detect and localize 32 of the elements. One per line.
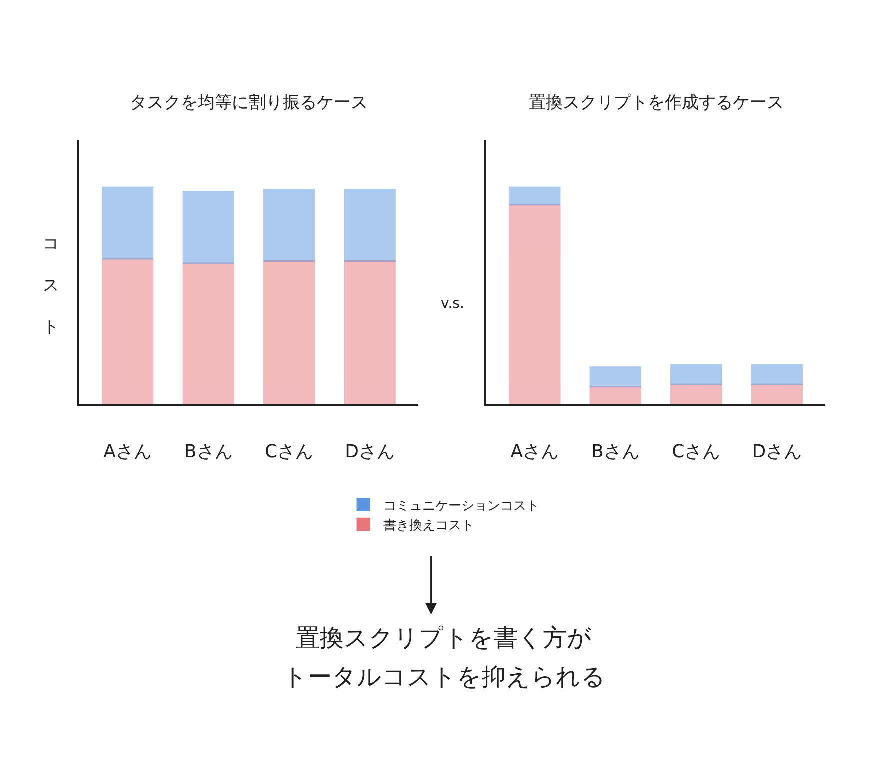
- chart-title: 置換スクリプトを作成するケース: [529, 93, 784, 113]
- x-tick-label: Bさん: [184, 442, 233, 463]
- bar: [509, 186, 561, 206]
- text: 置換スクリプトを書く方が: [296, 624, 592, 652]
- bar: [344, 189, 396, 262]
- bar: [751, 364, 803, 386]
- bar: [509, 204, 561, 404]
- chart-title: タスクを均等に割り振るケース: [130, 93, 368, 113]
- bar: [590, 366, 642, 388]
- bar: [670, 364, 722, 386]
- bar: [670, 384, 722, 404]
- bar: [590, 386, 642, 404]
- text: v.s.: [441, 296, 464, 312]
- bar: [182, 262, 234, 404]
- text: トータルコストを抑えられる: [283, 663, 606, 691]
- bar: [264, 189, 316, 262]
- x-tick-label: Aさん: [510, 442, 560, 463]
- bar: [182, 191, 234, 264]
- legend-label: 書き換えコスト: [384, 518, 474, 534]
- legend-label: コミュニケーションコスト: [384, 498, 540, 514]
- text: コスト: [43, 234, 59, 336]
- x-tick-label: Cさん: [672, 442, 721, 463]
- x-tick-label: Dさん: [345, 442, 396, 463]
- bar: [102, 186, 154, 260]
- bar: [344, 260, 396, 404]
- bar: [751, 384, 803, 404]
- x-tick-label: Cさん: [265, 442, 314, 463]
- bar: [264, 260, 316, 404]
- x-tick-label: Bさん: [591, 442, 640, 463]
- x-tick-label: Dさん: [752, 442, 802, 463]
- bar: [102, 258, 154, 404]
- x-tick-label: Aさん: [104, 442, 152, 463]
